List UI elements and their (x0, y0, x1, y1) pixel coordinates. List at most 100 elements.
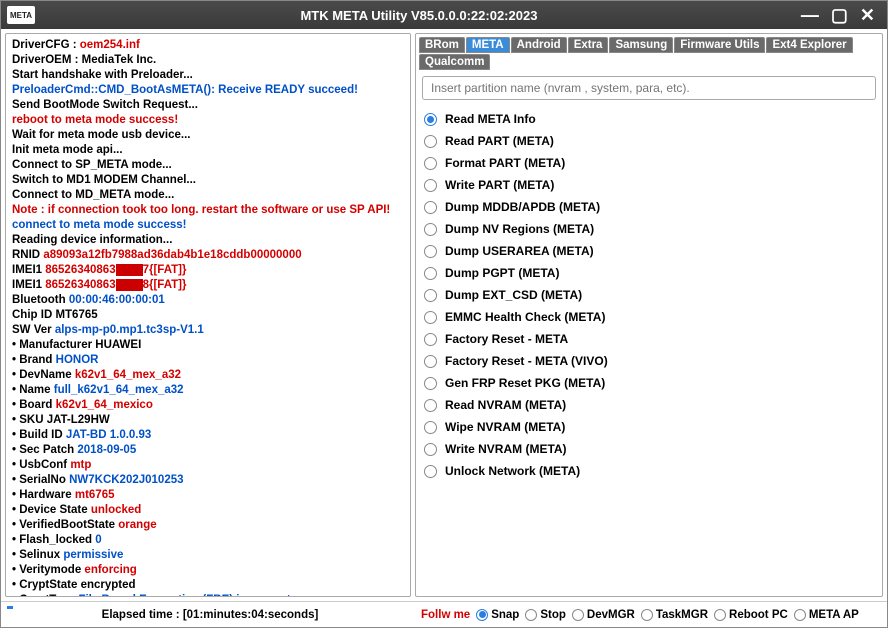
meta-option[interactable]: Dump EXT_CSD (META) (424, 284, 874, 306)
meta-option[interactable]: EMMC Health Check (META) (424, 306, 874, 328)
tab-samsung[interactable]: Samsung (609, 37, 673, 53)
log-line: DriverOEM : MediaTek Inc. (12, 53, 404, 68)
meta-option-label: Format PART (META) (445, 156, 565, 170)
meta-option-label: Read META Info (445, 112, 536, 126)
meta-option-label: Dump MDDB/APDB (META) (445, 200, 600, 214)
tab-firmware-utils[interactable]: Firmware Utils (674, 37, 765, 53)
log-line: Note : if connection took too long. rest… (12, 203, 404, 218)
meta-option[interactable]: Format PART (META) (424, 152, 874, 174)
footer-option-label: Stop (540, 609, 566, 621)
log-line: RNID a89093a12fb7988ad36dab4b1e18cddb000… (12, 248, 404, 263)
log-line: • CryptState encrypted (12, 578, 404, 593)
log-line: • Hardware mt6765 (12, 488, 404, 503)
footer-option-reboot-pc[interactable]: Reboot PC (714, 609, 788, 621)
radio-icon (424, 223, 437, 236)
log-line: Start handshake with Preloader... (12, 68, 404, 83)
footer-option-snap[interactable]: Snap (476, 609, 519, 621)
radio-icon (424, 399, 437, 412)
radio-icon (424, 157, 437, 170)
radio-icon (424, 245, 437, 258)
radio-icon (424, 135, 437, 148)
footer-option-label: DevMGR (587, 609, 635, 621)
meta-option[interactable]: Unlock Network (META) (424, 460, 874, 482)
meta-option[interactable]: Dump MDDB/APDB (META) (424, 196, 874, 218)
meta-options-list: Read META Info Read PART (META) Format PAR… (416, 106, 882, 596)
log-line: IMEI1 86526340863XXX8{[FAT]} (12, 278, 404, 293)
log-line: Connect to SP_META mode... (12, 158, 404, 173)
radio-icon (424, 311, 437, 324)
titlebar[interactable]: META MTK META Utility V85.0.0.0:22:02:20… (1, 1, 887, 29)
log-line: Connect to MD_META mode... (12, 188, 404, 203)
log-panel: DriverCFG : oem254.infDriverOEM : MediaT… (5, 33, 411, 597)
log-line: Wait for meta mode usb device... (12, 128, 404, 143)
meta-option-label: Write NVRAM (META) (445, 442, 567, 456)
tab-ext4-explorer[interactable]: Ext4 Explorer (766, 37, 852, 53)
follow-me-label[interactable]: Follw me (421, 609, 470, 621)
meta-option[interactable]: Write NVRAM (META) (424, 438, 874, 460)
meta-option-label: Dump PGPT (META) (445, 266, 559, 280)
tab-bar: BRomMETAAndroidExtraSamsungFirmware Util… (416, 34, 882, 70)
radio-icon (424, 113, 437, 126)
footer-option-label: TaskMGR (656, 609, 708, 621)
meta-option[interactable]: Wipe NVRAM (META) (424, 416, 874, 438)
meta-option-label: Gen FRP Reset PKG (META) (445, 376, 605, 390)
tab-meta[interactable]: META (466, 37, 510, 53)
meta-option[interactable]: Read META Info (424, 108, 874, 130)
meta-option[interactable]: Dump NV Regions (META) (424, 218, 874, 240)
close-icon[interactable]: ✕ (854, 5, 881, 26)
tab-qualcomm[interactable]: Qualcomm (419, 54, 490, 70)
partition-search-input[interactable] (422, 76, 876, 100)
footer-option-taskmgr[interactable]: TaskMGR (641, 609, 708, 621)
log-line: • Manufacturer HUAWEI (12, 338, 404, 353)
meta-panel: BRomMETAAndroidExtraSamsungFirmware Util… (415, 33, 883, 597)
meta-option[interactable]: Write PART (META) (424, 174, 874, 196)
log-line: • CryptType File Based Encryption (FBE) … (12, 593, 404, 596)
log-output[interactable]: DriverCFG : oem254.infDriverOEM : MediaT… (6, 34, 410, 596)
meta-option[interactable]: Factory Reset - META (VIVO) (424, 350, 874, 372)
radio-icon (424, 201, 437, 214)
log-line: Chip ID MT6765 (12, 308, 404, 323)
log-line: Send BootMode Switch Request... (12, 98, 404, 113)
maximize-icon[interactable]: ▢ (825, 5, 854, 26)
meta-option[interactable]: Factory Reset - META (424, 328, 874, 350)
meta-option[interactable]: Dump PGPT (META) (424, 262, 874, 284)
meta-option-label: Dump NV Regions (META) (445, 222, 594, 236)
meta-option-label: Factory Reset - META (445, 332, 568, 346)
window-title: MTK META Utility V85.0.0.0:22:02:2023 (43, 8, 795, 23)
tab-android[interactable]: Android (511, 37, 567, 53)
meta-option-label: Write PART (META) (445, 178, 554, 192)
log-line: Init meta mode api... (12, 143, 404, 158)
meta-option[interactable]: Dump USERAREA (META) (424, 240, 874, 262)
meta-option[interactable]: Gen FRP Reset PKG (META) (424, 372, 874, 394)
meta-option-label: Wipe NVRAM (META) (445, 420, 565, 434)
meta-option[interactable]: Read PART (META) (424, 130, 874, 152)
tab-brom[interactable]: BRom (419, 37, 465, 53)
footer-option-stop[interactable]: Stop (525, 609, 566, 621)
log-line: • DevName k62v1_64_mex_a32 (12, 368, 404, 383)
log-line: • Board k62v1_64_mexico (12, 398, 404, 413)
meta-option-label: Unlock Network (META) (445, 464, 580, 478)
log-line: SW Ver alps-mp-p0.mp1.tc3sp-V1.1 (12, 323, 404, 338)
minimize-icon[interactable]: — (795, 5, 825, 26)
log-line: Bluetooth 00:00:46:00:00:01 (12, 293, 404, 308)
radio-icon (424, 355, 437, 368)
status-bar: Elapsed time : [01:minutes:04:seconds] F… (1, 601, 887, 627)
log-line: • SerialNo NW7KCK202J010253 (12, 473, 404, 488)
elapsed-time: Elapsed time : [01:minutes:04:seconds] (7, 609, 413, 621)
radio-icon (424, 179, 437, 192)
footer-option-devmgr[interactable]: DevMGR (572, 609, 635, 621)
radio-icon (424, 289, 437, 302)
log-line: • Veritymode enforcing (12, 563, 404, 578)
log-line: • VerifiedBootState orange (12, 518, 404, 533)
radio-icon (424, 377, 437, 390)
radio-icon (424, 465, 437, 478)
log-line: • Device State unlocked (12, 503, 404, 518)
radio-icon (476, 609, 488, 621)
footer-option-label: META AP (809, 609, 859, 621)
radio-icon (424, 267, 437, 280)
footer-option-meta-ap[interactable]: META AP (794, 609, 859, 621)
tab-extra[interactable]: Extra (568, 37, 609, 53)
radio-icon (424, 333, 437, 346)
meta-option[interactable]: Read NVRAM (META) (424, 394, 874, 416)
app-window: META MTK META Utility V85.0.0.0:22:02:20… (0, 0, 888, 628)
